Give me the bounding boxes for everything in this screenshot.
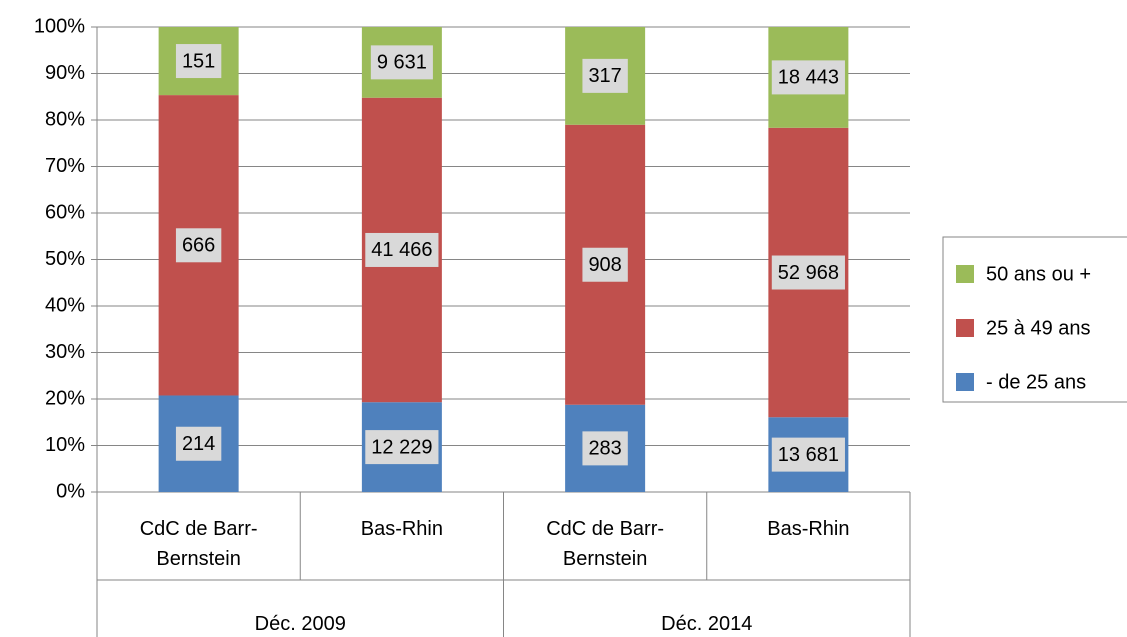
data-label-box — [175, 426, 222, 461]
y-tick-label: 10% — [45, 434, 85, 456]
data-label: 9 631 — [377, 52, 427, 74]
x-tick-label: Bas-Rhin — [360, 518, 443, 540]
y-tick-label: 0% — [56, 480, 85, 502]
x-tick-label: CdC de Barr-Bernstein — [139, 518, 258, 570]
y-tick-label: 20% — [45, 387, 85, 409]
x-tick-label: CdC de Barr-Bernstein — [546, 518, 665, 570]
group-label: Déc. 2014 — [661, 613, 753, 635]
data-label-box — [365, 430, 439, 465]
data-label: 41 466 — [371, 239, 432, 261]
y-tick-label: 90% — [45, 62, 85, 84]
data-label-box — [771, 437, 845, 472]
legend-swatch — [956, 319, 974, 337]
y-tick-label: 80% — [45, 108, 85, 130]
y-tick-label: 40% — [45, 294, 85, 316]
legend-label: 25 à 49 ans — [986, 317, 1091, 339]
y-tick-label: 30% — [45, 341, 85, 363]
data-label: 13 681 — [778, 444, 839, 466]
data-label-box — [370, 45, 433, 80]
data-label: 666 — [182, 235, 215, 257]
data-label-box — [582, 58, 628, 93]
data-label-box — [175, 228, 222, 263]
data-label-box — [582, 247, 628, 282]
data-label-box — [365, 232, 439, 267]
data-label: 18 443 — [778, 67, 839, 89]
data-label: 908 — [588, 254, 621, 276]
data-label: 151 — [182, 50, 215, 72]
data-label-box — [175, 44, 222, 79]
legend-label: - de 25 ans — [986, 371, 1086, 393]
y-tick-label: 50% — [45, 248, 85, 270]
legend-swatch — [956, 265, 974, 283]
data-label-box — [771, 255, 845, 290]
data-label-box — [582, 431, 628, 466]
x-tick-label: Bas-Rhin — [767, 518, 850, 540]
legend-label: 50 ans ou + — [986, 263, 1091, 285]
data-label: 214 — [182, 433, 215, 455]
data-label: 317 — [588, 65, 621, 87]
data-label: 12 229 — [371, 436, 432, 458]
data-label-box — [771, 60, 845, 95]
legend-swatch — [956, 373, 974, 391]
data-label: 283 — [588, 438, 621, 460]
y-tick-label: 100% — [34, 15, 85, 37]
group-label: Déc. 2009 — [254, 613, 346, 635]
y-tick-label: 70% — [45, 155, 85, 177]
data-label: 52 968 — [778, 262, 839, 284]
y-tick-label: 60% — [45, 201, 85, 223]
